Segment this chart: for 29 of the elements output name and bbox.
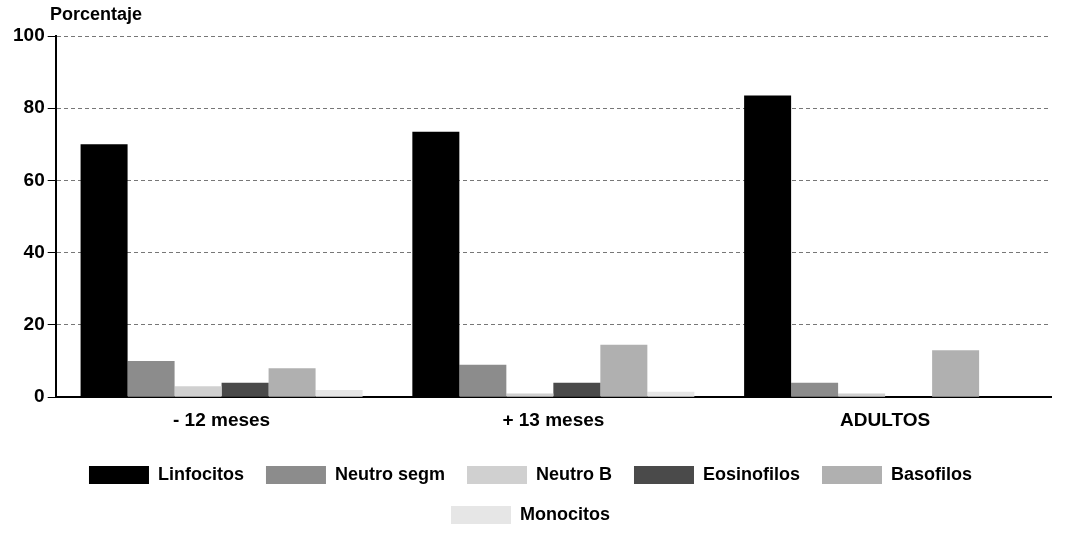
y-tick-label: 80 (23, 96, 45, 118)
bar (459, 364, 507, 397)
bar (838, 393, 886, 397)
x-tick-label: - 12 meses (172, 408, 271, 430)
bar (647, 391, 695, 397)
legend-label: Eosinofilos (703, 463, 801, 484)
y-tick-label: 0 (34, 385, 45, 407)
bar (268, 368, 316, 397)
legend-label: Neutro B (536, 463, 612, 484)
x-tick-label: ADULTOS (840, 408, 931, 430)
legend-label: Basofilos (891, 463, 973, 484)
bar (791, 382, 839, 397)
legend-label: Monocitos (520, 503, 610, 524)
y-tick-label: 60 (23, 168, 45, 190)
bar (221, 382, 269, 397)
bar (506, 393, 554, 397)
legend-label: Linfocitos (157, 463, 244, 484)
x-tick-label: + 13 meses (502, 408, 605, 430)
bar (932, 350, 980, 397)
bar (127, 361, 175, 397)
y-tick-label: 20 (23, 313, 45, 335)
y-tick-label: 100 (13, 24, 45, 46)
bar (553, 382, 601, 397)
legend-label: Neutro segm (334, 463, 446, 484)
y-tick-label: 40 (23, 240, 45, 262)
bar (315, 389, 363, 397)
bar (600, 344, 648, 397)
y-axis-title: Porcentaje (50, 3, 143, 24)
bar (174, 386, 222, 397)
